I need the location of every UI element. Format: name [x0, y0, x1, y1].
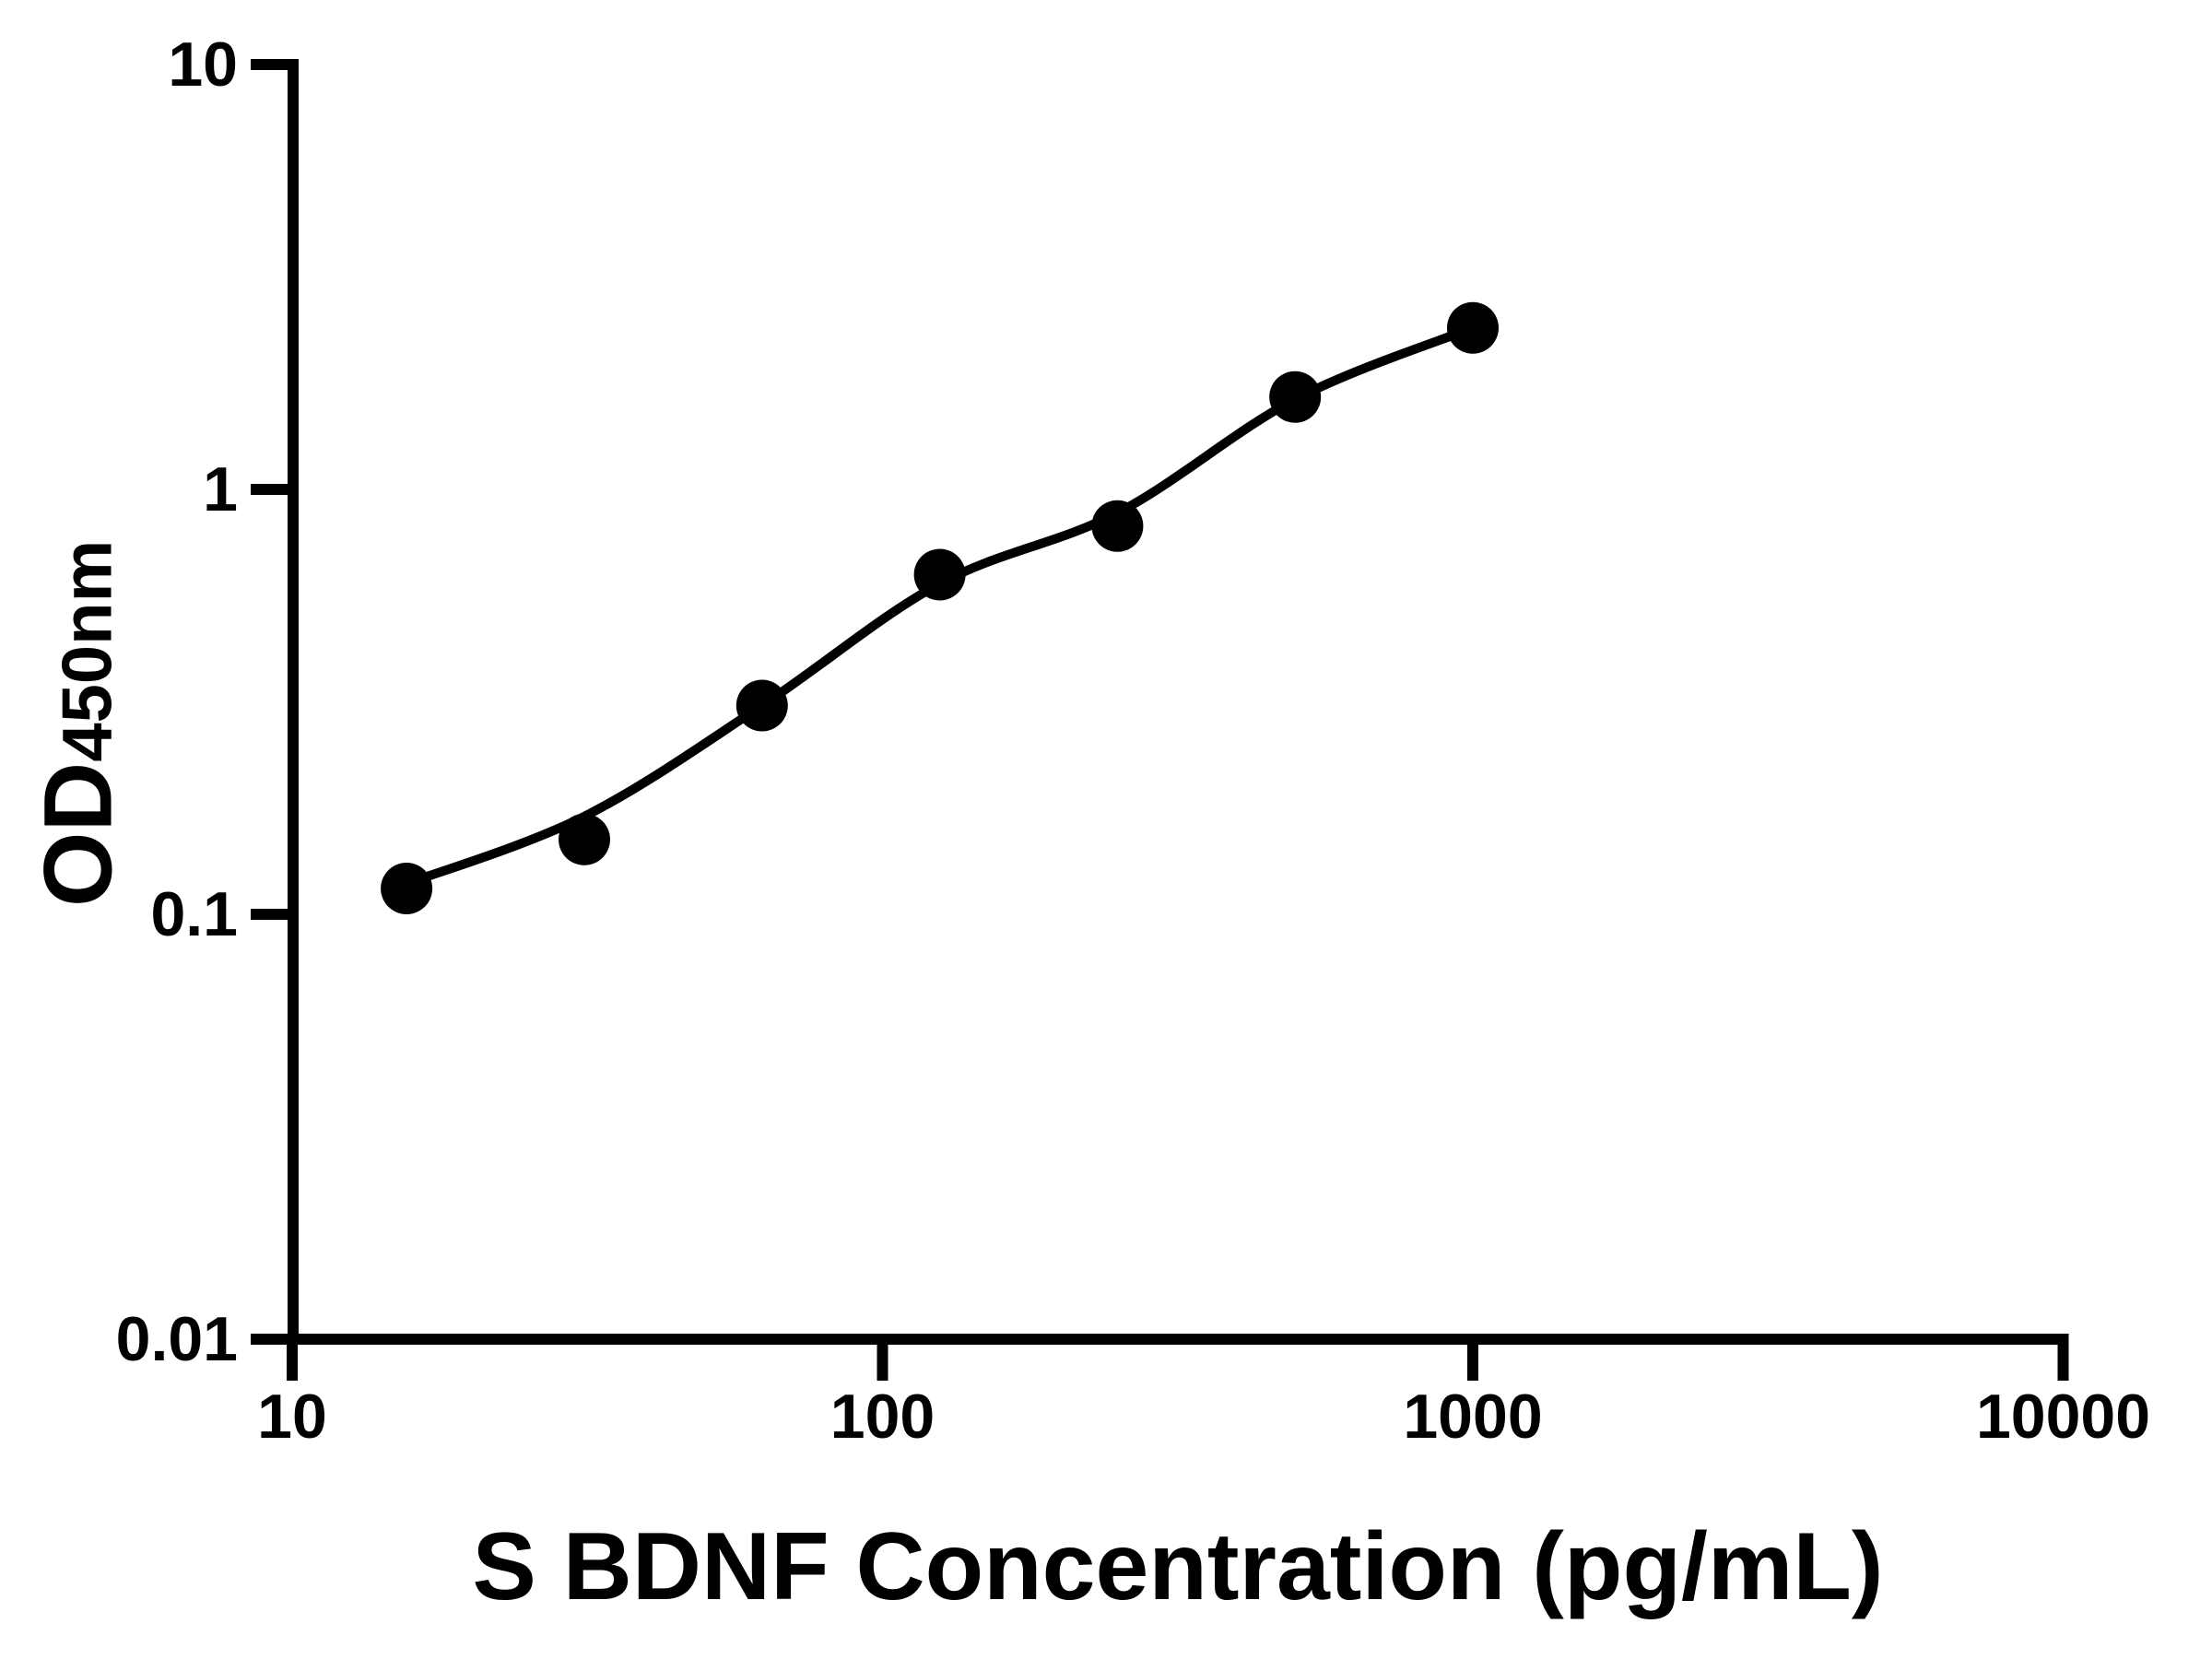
tick-marks [251, 59, 2069, 1381]
data-point [1447, 301, 1499, 354]
x-axis-title: S BDNF Concentration (pg/mL) [472, 1513, 1884, 1620]
axis-lines [288, 59, 2069, 1345]
data-point [381, 863, 433, 914]
data-point [1269, 371, 1322, 423]
y-axis-title-sub: 450nm [48, 539, 127, 762]
y-tick-label: 0.01 [115, 1304, 238, 1374]
y-tick-label: 1 [203, 454, 238, 524]
data-points [381, 301, 1499, 914]
y-axis-title-main: OD [24, 761, 133, 908]
data-point [913, 548, 966, 601]
y-tick-label: 0.1 [150, 879, 238, 949]
x-tick-label: 10000 [1975, 1382, 2151, 1452]
axes [288, 59, 2069, 1345]
data-point [1091, 500, 1144, 552]
y-axis-title: OD450nm [25, 539, 133, 907]
data-point [735, 679, 788, 732]
x-tick-label: 100 [830, 1382, 935, 1452]
x-tick-label: 1000 [1403, 1382, 1543, 1452]
y-tick-label: 10 [168, 29, 238, 100]
data-point [559, 813, 610, 865]
x-tick-label: 10 [257, 1382, 327, 1452]
